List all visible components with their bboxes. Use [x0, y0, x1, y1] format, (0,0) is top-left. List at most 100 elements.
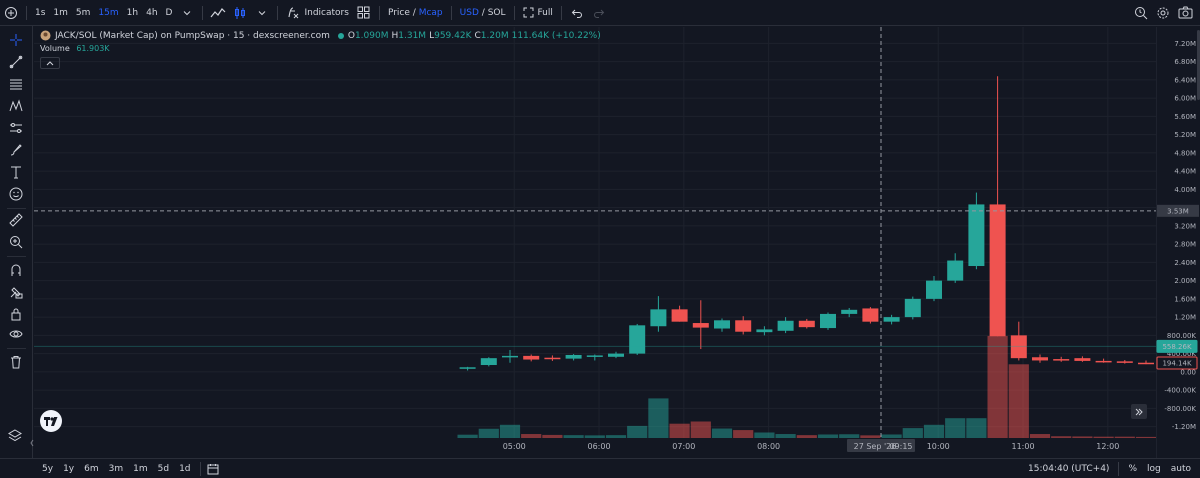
stay-in-drawing-mode-icon[interactable] [6, 282, 26, 302]
candle[interactable] [502, 349, 518, 363]
candle[interactable] [1053, 356, 1070, 362]
candle[interactable] [926, 276, 942, 302]
quick-search-icon[interactable] [1130, 2, 1152, 24]
line-chart-icon[interactable] [207, 2, 229, 24]
add-symbol-icon[interactable] [0, 2, 22, 24]
candle[interactable] [608, 351, 624, 359]
candle[interactable] [1032, 354, 1048, 363]
candle[interactable] [459, 366, 476, 371]
candle[interactable] [692, 300, 709, 350]
layouts-icon[interactable] [353, 2, 375, 24]
candle[interactable] [841, 307, 858, 318]
candle[interactable] [1116, 359, 1133, 364]
volume-bar [563, 435, 584, 438]
trash-icon[interactable] [6, 352, 26, 372]
candles-icon[interactable] [229, 2, 251, 24]
candle[interactable] [735, 316, 752, 335]
price-axis[interactable]: 7.20M 6.80M 6.40M 6.00M 5.60M 5.20M 4.80M 4.40M… [1156, 27, 1200, 458]
currency-toggle[interactable]: USD / SOL [456, 8, 510, 18]
magnet-icon[interactable] [6, 260, 26, 280]
candle[interactable] [883, 314, 900, 325]
price-tick-label: -400.00K [1164, 387, 1196, 395]
prediction-tools-icon[interactable] [6, 118, 26, 138]
range-button-3m[interactable]: 3m [108, 463, 124, 474]
candle[interactable] [968, 192, 985, 270]
candle[interactable] [904, 296, 921, 320]
crosshair-icon[interactable] [6, 30, 26, 50]
candle[interactable] [756, 326, 773, 336]
range-button-5d[interactable]: 5d [157, 463, 170, 474]
candle[interactable] [565, 354, 582, 361]
interval-button-1s[interactable]: 1s [35, 7, 46, 18]
candle[interactable] [1010, 321, 1027, 361]
scroll-to-realtime-button[interactable] [1131, 404, 1147, 419]
candle[interactable] [714, 318, 730, 332]
candle[interactable] [947, 253, 964, 283]
interval-button-4h[interactable]: 4h [146, 7, 158, 18]
candle[interactable] [1095, 358, 1112, 363]
ruler-icon[interactable] [6, 210, 26, 230]
candle[interactable] [629, 323, 646, 355]
symbol-title[interactable]: JACK/SOL (Market Cap) on PumpSwap · 15 ·… [55, 30, 330, 41]
eye-icon[interactable] [6, 324, 26, 344]
volume-bar [499, 424, 521, 438]
brush-icon[interactable] [6, 140, 26, 160]
date-range-icon[interactable] [205, 461, 221, 477]
chart-type-dropdown-icon[interactable] [251, 2, 273, 24]
candle-body [735, 320, 752, 332]
candle[interactable] [671, 305, 688, 322]
tradingview-logo[interactable] [40, 410, 62, 432]
redo-icon[interactable] [588, 2, 610, 24]
candle[interactable] [777, 317, 794, 334]
range-button-6m[interactable]: 6m [84, 463, 99, 474]
range-button-1d[interactable]: 1d [179, 463, 191, 474]
range-group: 5y 1y 6m 3m 1m 5d 1d [37, 464, 196, 474]
interval-dropdown-icon[interactable] [176, 2, 198, 24]
range-button-1m[interactable]: 1m [133, 463, 148, 474]
candle[interactable] [820, 312, 836, 330]
undo-icon[interactable] [566, 2, 588, 24]
candle[interactable] [650, 296, 667, 332]
clock[interactable]: 15:04:40 (UTC+4) [1028, 463, 1110, 474]
lock-icon[interactable] [6, 304, 26, 324]
log-toggle[interactable]: log [1147, 463, 1161, 474]
last-price-badge: 194.14K [1156, 356, 1198, 370]
candle-body [1138, 362, 1154, 365]
volume-bar [1114, 436, 1135, 438]
camera-icon[interactable] [1174, 2, 1196, 24]
zoom-in-icon[interactable] [6, 232, 26, 252]
percent-toggle[interactable]: % [1128, 463, 1137, 474]
interval-button-1m[interactable]: 1m [53, 7, 68, 18]
candle[interactable] [480, 357, 497, 367]
price-scale-scrollbar[interactable] [1197, 30, 1200, 100]
legend-collapse-button[interactable] [40, 57, 60, 69]
fullscreen-button[interactable]: Full [519, 7, 557, 18]
candle-body [989, 204, 1006, 337]
candle[interactable] [1074, 356, 1091, 362]
range-button-1y[interactable]: 1y [63, 463, 75, 474]
range-button-5y[interactable]: 5y [42, 463, 54, 474]
candle[interactable] [862, 307, 879, 324]
fib-retracement-icon[interactable] [6, 74, 26, 94]
candle[interactable] [586, 354, 603, 361]
candle[interactable] [1138, 360, 1154, 365]
layers-icon[interactable] [3, 426, 27, 446]
candle[interactable] [798, 318, 815, 329]
auto-toggle[interactable]: auto [1170, 463, 1191, 474]
candle[interactable] [523, 354, 540, 362]
indicators-button[interactable]: Indicators [282, 6, 352, 20]
sidebar-collapse-handle[interactable] [30, 432, 34, 447]
interval-button-5m[interactable]: 5m [75, 7, 91, 18]
emoji-icon[interactable] [6, 184, 26, 204]
interval-button-1h[interactable]: 1h [126, 7, 139, 18]
text-tool-icon[interactable] [6, 162, 26, 182]
price-chart[interactable]: 05:00 06:00 07:00 08:00 10:00 11:00 12:00 27 Se… [34, 27, 1156, 458]
candle[interactable] [544, 355, 561, 361]
interval-button-d[interactable]: D [165, 7, 173, 18]
candle[interactable] [989, 76, 1006, 337]
patterns-icon[interactable] [6, 96, 26, 116]
trend-line-icon[interactable] [6, 52, 26, 72]
interval-button-15m[interactable]: 15m [98, 7, 119, 18]
price-mcap-toggle[interactable]: Price / Mcap [384, 8, 447, 18]
settings-gear-icon[interactable] [1152, 2, 1174, 24]
